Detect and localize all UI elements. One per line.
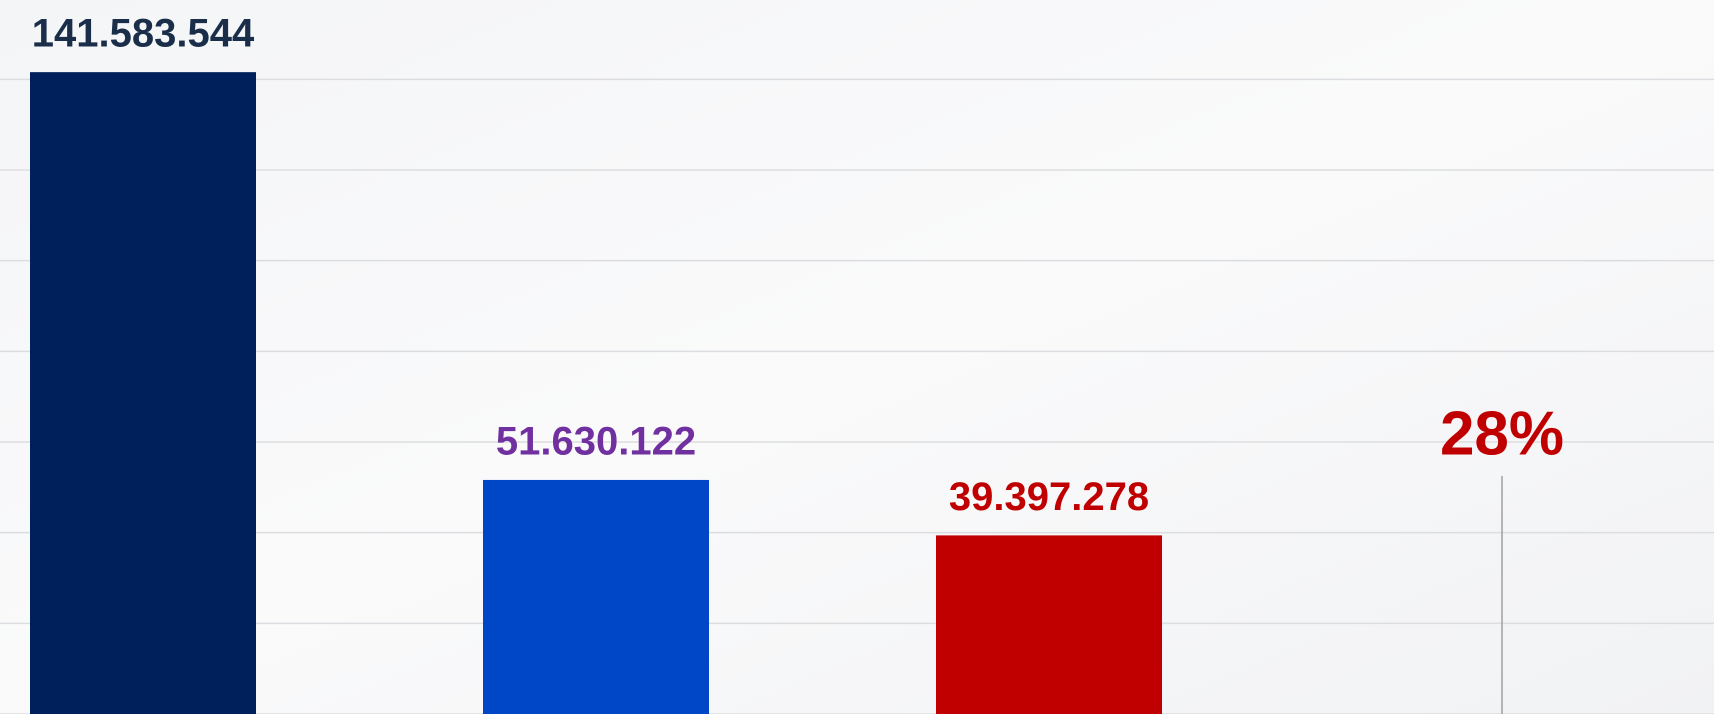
bar bbox=[936, 535, 1162, 714]
value-label: 51.630.122 bbox=[496, 420, 696, 464]
value-label: 39.397.278 bbox=[949, 475, 1149, 519]
grid bbox=[0, 78, 1714, 714]
bar bbox=[483, 479, 709, 714]
annotation: 28% bbox=[1440, 399, 1564, 468]
marks: 141.583.544 51.630.122 39.397.278 28% bbox=[30, 12, 1564, 714]
bar bbox=[30, 72, 256, 714]
value-label: 141.583.544 bbox=[32, 12, 255, 56]
